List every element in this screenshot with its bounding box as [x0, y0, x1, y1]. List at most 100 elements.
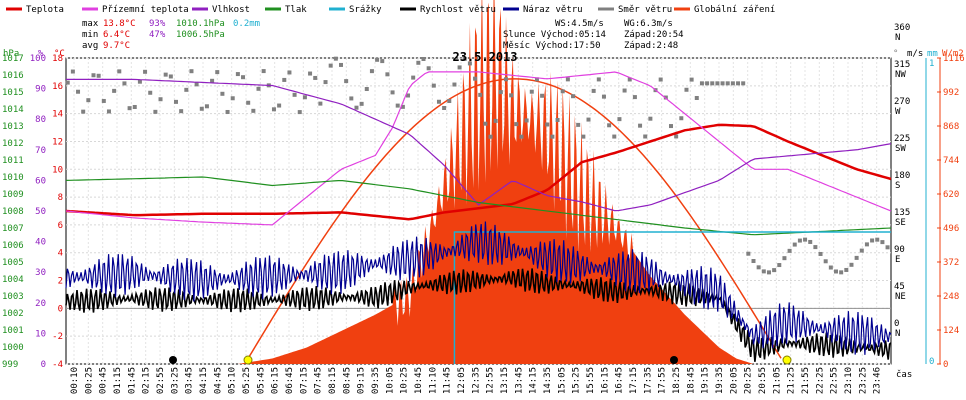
wind-direction-point: [436, 99, 441, 104]
tick-pressure: 1016: [2, 71, 24, 81]
wind-direction-point: [839, 270, 844, 275]
unit-hpa: hPa: [3, 49, 19, 59]
tick-pressure: 1002: [2, 309, 24, 319]
stat-avg-temp: 9.7°C: [103, 41, 130, 51]
wind-direction-point: [859, 248, 864, 253]
legend: Teplota Přízemní teplota Vlhkost Tlak Sr…: [6, 5, 775, 15]
wind-direction-point: [318, 101, 323, 106]
series-rain: [453, 231, 891, 364]
wind-direction-point: [117, 69, 122, 74]
wind-direction-point: [540, 93, 545, 98]
tick-pressure: 1001: [2, 326, 24, 336]
tick-radiation: 124: [943, 326, 959, 336]
tick-time: 20:55: [758, 367, 768, 394]
tick-time: 14:15: [529, 367, 539, 394]
wind-direction-point: [612, 134, 617, 139]
legend-entry: Náraz větru: [523, 5, 583, 15]
wind-direction-point: [277, 103, 282, 108]
stat-avg-label: avg: [82, 41, 98, 51]
wind-direction-series: [65, 56, 890, 275]
wind-direction-point: [493, 118, 498, 123]
stat-max-press: 1010.1hPa: [176, 19, 225, 29]
series-pressure: [65, 176, 892, 236]
tick-pressure: 1000: [2, 343, 24, 353]
wind-direction-point: [777, 263, 782, 268]
wind-direction-point: [163, 72, 168, 77]
wind-direction-point: [576, 122, 581, 127]
wind-direction-point: [875, 237, 880, 242]
tick-time: 18:25: [672, 367, 682, 394]
wind-direction-point: [339, 62, 343, 67]
tick-time: 21:05: [772, 367, 782, 394]
chart-title: 23.5.2013: [452, 50, 517, 64]
sunrise-marker: [243, 355, 253, 365]
radiation-clear-sky-curve: [244, 78, 782, 365]
wind-direction-point: [519, 134, 524, 139]
wind-direction-point: [823, 259, 828, 264]
tick-time: 15:05: [557, 367, 567, 394]
tick-wind-direction-deg: 270: [894, 97, 910, 107]
tick-temperature: 10: [52, 165, 63, 175]
wind-direction-point: [715, 81, 720, 86]
wind-direction-point: [736, 81, 741, 86]
wind-direction-point: [571, 94, 576, 99]
wind-direction-point: [328, 63, 333, 68]
tick-radiation: 992: [943, 88, 959, 98]
stat-min-press: 1006.5hPa: [176, 30, 225, 40]
tick-time: 05:10: [228, 367, 238, 394]
stat-max-temp: 13.8°C: [103, 19, 136, 29]
tick-time: 03:25: [170, 367, 180, 394]
tick-time: 19:35: [715, 367, 725, 394]
tick-time: 12:05: [457, 367, 467, 394]
tick-time: 14:35: [543, 367, 553, 394]
wind-direction-point: [261, 69, 266, 74]
wind-direction-point: [555, 118, 560, 123]
wind-direction-point: [550, 134, 555, 139]
wind-direction-point: [271, 107, 276, 112]
wind-direction-point: [86, 98, 91, 103]
stat-max-hum: 93%: [149, 19, 166, 29]
wind-direction-point: [844, 267, 849, 272]
tick-time: 20:05: [729, 367, 739, 394]
tick-humidity: 0: [41, 360, 46, 370]
moonrise-marker: [670, 356, 678, 364]
wind-direction-point: [344, 79, 349, 84]
tick-pressure: 1008: [2, 207, 24, 217]
wind-direction-point: [534, 77, 539, 82]
tick-radiation: 372: [943, 258, 959, 268]
wind-direction-point: [849, 262, 854, 267]
tick-humidity: 100: [30, 54, 46, 64]
wind-direction-point: [514, 122, 519, 127]
tick-time: 02:15: [142, 367, 152, 394]
moonset-marker: [169, 356, 177, 364]
wind-direction-point: [694, 95, 699, 100]
tick-temperature: 14: [52, 110, 63, 120]
wind-direction-point: [96, 73, 101, 78]
unit-mm: mm: [927, 49, 938, 59]
legend-entry: Srážky: [349, 5, 382, 15]
wind-direction-point: [797, 238, 802, 243]
wind-direction-point: [710, 81, 715, 86]
wind-direction-point: [354, 105, 359, 110]
wind-direction-point: [457, 65, 462, 70]
wind-direction-point: [586, 117, 591, 122]
wind-direction-point: [828, 265, 833, 270]
wind-direction-point: [112, 88, 117, 93]
tick-wind-direction-label: SW: [895, 144, 906, 154]
wind-direction-point: [545, 122, 550, 127]
wind-direction-point: [380, 59, 385, 64]
wind-direction-point: [395, 103, 400, 108]
tick-temperature: 6: [58, 221, 63, 231]
info-sun-set: Západ:20:54: [624, 30, 684, 40]
series-humidity: [66, 78, 892, 212]
tick-temperature: 18: [52, 54, 63, 64]
tick-pressure: 1017: [2, 54, 24, 64]
tick-time: 08:15: [328, 367, 338, 394]
tick-humidity: 10: [35, 329, 46, 339]
wind-direction-point: [772, 268, 777, 273]
wind-direction-point: [725, 81, 730, 86]
wind-direction-point: [885, 245, 890, 250]
wind-direction-point: [607, 123, 612, 128]
wind-direction-point: [488, 134, 493, 139]
wind-direction-point: [880, 240, 885, 245]
